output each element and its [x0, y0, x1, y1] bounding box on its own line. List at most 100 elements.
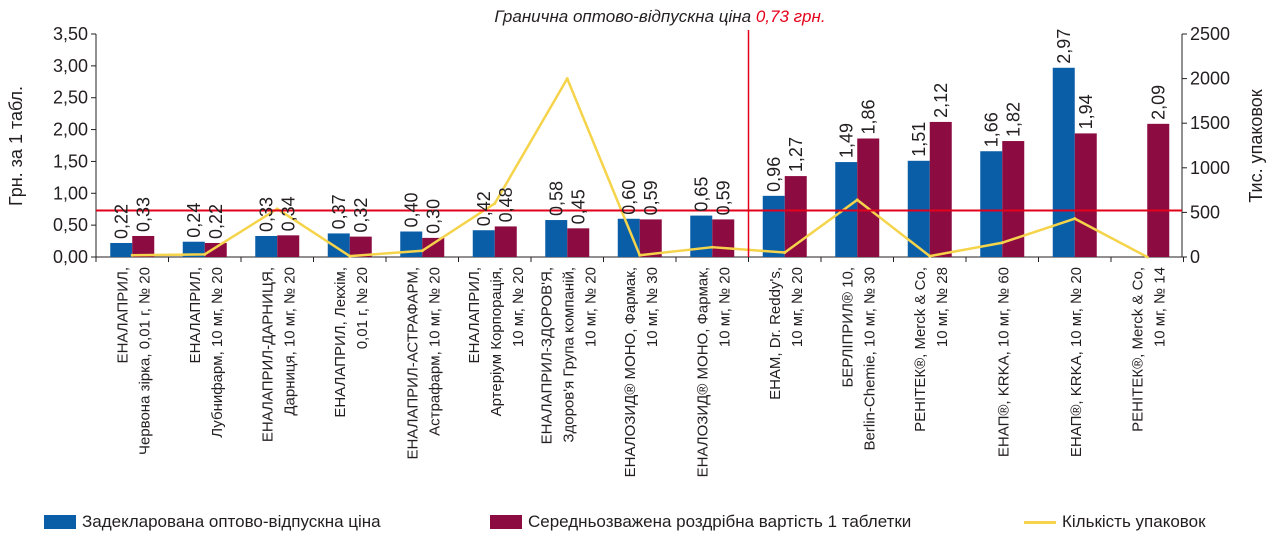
- line-point: [420, 249, 424, 253]
- bar-retail-price: [784, 176, 807, 257]
- category-label: 10 мг, № 20: [582, 267, 599, 347]
- bar-declared-price: [110, 242, 133, 257]
- bar-declared-price: [255, 235, 278, 257]
- y-tick-label-right: 0: [1190, 247, 1200, 267]
- data-label: 2,12: [931, 83, 951, 118]
- data-label: 0,37: [329, 194, 349, 229]
- legend: Задекларована оптово-відпускна ціна Сере…: [0, 512, 1280, 540]
- category-label: 10 мг, № 28: [934, 267, 951, 347]
- bar-declared-price: [690, 215, 713, 257]
- data-label: 0,32: [351, 198, 371, 233]
- data-label: 2,09: [1148, 85, 1168, 120]
- chart: 0,00 0,50 1,00 1,50 2,00 2,50 3,00 3,50 0 500 1000…: [6, 7, 1266, 477]
- annotation-text: Гранична оптово-відпускна ціна: [494, 7, 751, 26]
- y-tick-label-left: 0,50: [53, 215, 88, 235]
- bar-retail-price: [204, 242, 227, 257]
- y-tick-label-left: 0,00: [53, 247, 88, 267]
- line-layer: [96, 30, 1182, 259]
- legend-label: Задекларована оптово-відпускна ціна: [82, 512, 381, 531]
- bar-retail-price: [639, 219, 662, 257]
- y-tick-label-left: 2,50: [53, 88, 88, 108]
- legend-item-packages: Кількість упаковок: [1024, 512, 1206, 532]
- line-point: [783, 251, 787, 255]
- category-label: 10 мг, № 14: [1151, 267, 1168, 347]
- data-label: 0,33: [133, 197, 153, 232]
- bar-retail-price: [929, 121, 952, 257]
- category-label: 10 мг, № 20: [789, 267, 806, 347]
- data-label: 0,48: [496, 187, 516, 222]
- bar-declared-price: [1052, 67, 1075, 257]
- data-label: 0,42: [474, 191, 494, 226]
- category-label: 10 мг, № 20: [716, 267, 733, 347]
- category-label: Артеріум Корпорація,: [488, 267, 505, 416]
- category-label: РЕНІТЕК®, Merck & Co,: [1129, 267, 1146, 432]
- category-label: Здоров'я Група компаній,: [560, 267, 577, 443]
- y-tick-label-left: 1,50: [53, 151, 88, 171]
- bar-declared-price: [545, 220, 568, 257]
- category-label: ЕНАЛОЗИД® МОНО, Фармак,: [622, 267, 639, 477]
- category-label: Астрафарм, 10 мг, № 20: [426, 267, 443, 436]
- data-label: 1,94: [1076, 94, 1096, 129]
- bar-retail-price: [422, 237, 445, 257]
- category-label: ЕНАМ, Dr. Reddy's,: [767, 267, 784, 400]
- bar-declared-price: [617, 218, 640, 257]
- data-label: 0,30: [423, 199, 443, 234]
- category-label: ЕНАЛАПРИЛ,: [114, 267, 131, 363]
- data-label: 1,27: [786, 137, 806, 172]
- data-label: 0,58: [546, 181, 566, 216]
- data-label: 0,40: [401, 192, 421, 227]
- line-point: [130, 253, 134, 257]
- category-label: ЕНАЛАПРИЛ-ЗДОРОВ'Я,: [538, 267, 555, 444]
- legend-swatch-blue: [44, 515, 76, 529]
- category-label: ЕНАЛАПРИЛ,: [187, 267, 204, 363]
- line-point: [710, 245, 714, 249]
- category-label: ЕНАП®, KRKA, 10 мг, № 20: [1068, 267, 1085, 457]
- data-label: 0,22: [206, 204, 226, 239]
- data-label: 1,66: [981, 112, 1001, 147]
- y-tick-label-right: 1500: [1190, 113, 1230, 133]
- y-axis-right-title: Тис. упаковок: [1246, 89, 1266, 202]
- category-label: Червона зірка, 0,01 г, № 20: [136, 267, 153, 455]
- category-labels-layer: ЕНАЛАПРИЛ, Червона зірка, 0,01 г, № 20 ЕНА…: [114, 267, 1168, 477]
- bar-retail-price: [494, 226, 517, 257]
- line-point: [493, 201, 497, 205]
- bar-retail-price: [277, 235, 300, 257]
- line-point: [1073, 217, 1077, 221]
- bar-retail-price: [349, 236, 372, 257]
- category-label: БЕРЛІПРИЛ® 10,: [839, 267, 856, 388]
- legend-swatch-maroon: [490, 515, 522, 529]
- legend-swatch-yellow-line: [1024, 520, 1056, 524]
- category-label: Berlin-Chemie, 10 мг, № 30: [861, 267, 878, 450]
- category-label: ЕНАП®, KRKA, 10 мг, № 60: [995, 267, 1012, 457]
- y-tick-label-left: 2,00: [53, 120, 88, 140]
- data-label: 0,59: [641, 180, 661, 215]
- bar-retail-price: [1002, 141, 1025, 257]
- category-label: ЕНАЛАПРИЛ, Лекхім,: [332, 267, 349, 418]
- category-label: Лубнифарм, 10 мг, № 20: [209, 267, 226, 438]
- bar-retail-price: [712, 219, 735, 257]
- bar-retail-price: [132, 235, 155, 257]
- y-tick-label-right: 2000: [1190, 69, 1230, 89]
- y-tick-label-right: 2500: [1190, 24, 1230, 44]
- legend-label: Кількість упаковок: [1062, 512, 1206, 531]
- data-label: 0,24: [184, 203, 204, 238]
- category-label: 10 мг, № 20: [510, 267, 527, 347]
- legend-item-declared-price: Задекларована оптово-відпускна ціна: [44, 512, 381, 532]
- y-tick-label-left: 3,00: [53, 56, 88, 76]
- line-point: [928, 254, 932, 258]
- line-point: [1145, 255, 1149, 259]
- data-label: 2,97: [1054, 29, 1074, 64]
- y-tick-label-right: 1000: [1190, 158, 1230, 178]
- line-point: [1000, 241, 1004, 245]
- data-label: 0,33: [256, 197, 276, 232]
- data-label: 1,86: [858, 99, 878, 134]
- line-point: [348, 254, 352, 258]
- data-label: 0,34: [278, 196, 298, 231]
- line-point: [203, 252, 207, 256]
- category-label: ЕНАЛАПРИЛ,: [466, 267, 483, 363]
- category-label: 0,01 г, № 20: [354, 267, 371, 349]
- legend-label: Середньозважена роздрібна вартість 1 таб…: [528, 512, 912, 531]
- data-label: 0,45: [568, 189, 588, 224]
- bar-declared-price: [980, 151, 1003, 257]
- data-label: 1,82: [1003, 102, 1023, 137]
